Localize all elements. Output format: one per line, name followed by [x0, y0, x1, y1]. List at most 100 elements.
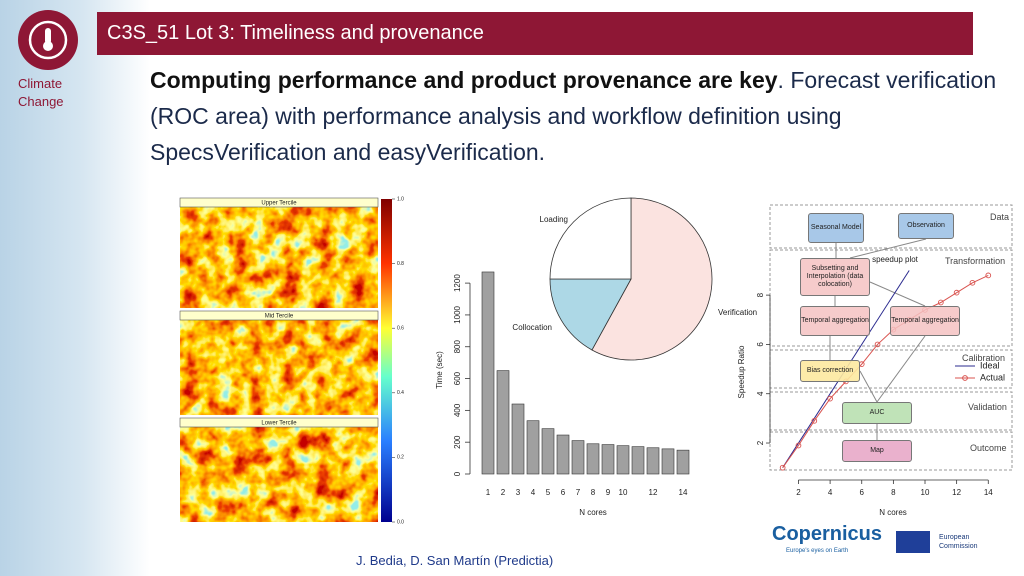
colorbar: [381, 199, 392, 522]
bar: [496, 370, 510, 475]
bar: [571, 440, 585, 475]
y-tick-label: 0: [453, 471, 462, 476]
panel-header: [179, 310, 379, 321]
arrow: [876, 335, 926, 403]
copernicus-logo: Copernicus: [772, 523, 883, 545]
workflow-node: Map: [842, 440, 912, 462]
y-tick-label: 8: [756, 292, 765, 297]
colorbar-tick-label: 0.4: [397, 390, 404, 396]
arrow: [859, 370, 878, 403]
x-tick-label: 2: [501, 488, 506, 497]
legend-marker: [962, 375, 968, 381]
ice-background: [0, 0, 150, 576]
series-point: [795, 442, 802, 449]
body-text: Computing performance and product proven…: [150, 62, 1010, 170]
heading-punct: .: [777, 67, 784, 93]
y-tick-label: 600: [453, 371, 462, 385]
frame-outcome: [769, 431, 1013, 471]
partner-logo: European Commission: [939, 534, 978, 550]
workflow-node: Temporal aggregation: [890, 306, 960, 336]
colorbar-tick-label: 0.2: [397, 455, 404, 461]
y-axis-label: Speedup Ratio: [737, 345, 746, 398]
map-panel: [179, 197, 379, 309]
bar: [646, 447, 660, 475]
logo-thermometer: [45, 28, 51, 44]
x-tick-label: 5: [546, 488, 551, 497]
x-tick-label: 6: [561, 488, 566, 497]
bar: [481, 271, 495, 475]
section-label: Outcome: [970, 443, 1007, 453]
map-panel: [179, 310, 379, 416]
colorbar-tick-label: 0.8: [397, 261, 404, 267]
legend-label: Ideal: [980, 360, 1000, 370]
panel-title: Lower Tercile: [261, 421, 297, 427]
bar: [676, 449, 690, 475]
frame-data: [769, 204, 1013, 249]
y-tick-label: 1000: [453, 305, 462, 323]
x-tick-label: 8: [591, 488, 596, 497]
body: Forecast verification (ROC area) with pe…: [150, 67, 997, 165]
series-point: [874, 341, 881, 348]
heading-bold: Computing performance and product proven…: [150, 67, 778, 93]
y-tick-label: 4: [756, 391, 765, 396]
bar: [556, 434, 570, 475]
series-point: [953, 289, 960, 296]
y-tick-label: 400: [453, 403, 462, 417]
arrow: [869, 281, 926, 307]
series-point: [937, 299, 944, 306]
series-point: [985, 272, 992, 279]
footer-authors: J. Bedia, D. San Martín (Predictia): [356, 553, 554, 568]
bar: [511, 403, 525, 475]
x-tick-label: 3: [516, 488, 521, 497]
x-tick-label: 4: [531, 488, 536, 497]
series-point: [779, 464, 786, 471]
x-tick-label: 7: [576, 488, 581, 497]
x-tick-label: 1: [486, 488, 491, 497]
series-point: [827, 395, 833, 402]
logo-ring: [28, 20, 68, 60]
bar: [586, 443, 600, 475]
pie-label: Collocation: [512, 323, 552, 332]
x-tick-label: 2: [796, 488, 801, 497]
panel-header: [179, 197, 379, 208]
pie-slice: [549, 278, 632, 351]
workflow-node: Temporal aggregation: [800, 306, 870, 336]
panel-title: Mid Tercile: [265, 314, 294, 320]
x-tick-label: 10: [921, 488, 930, 497]
brand-label: Climate Change: [18, 76, 64, 109]
pie-label: Loading: [540, 215, 568, 224]
series-line: [782, 274, 989, 468]
bar: [661, 448, 675, 475]
workflow-node: Observation: [898, 213, 954, 239]
copernicus-tagline: Europe's eyes on Earth: [786, 548, 849, 554]
series-point: [811, 417, 818, 424]
map-panel: [179, 417, 379, 523]
bar: [541, 428, 555, 475]
bar: [526, 420, 540, 475]
arrow: [849, 238, 927, 259]
workflow-node: Bias correction: [800, 360, 860, 382]
bar: [616, 445, 630, 475]
pie-slice: [549, 197, 632, 280]
x-tick-label: 12: [952, 488, 961, 497]
colorbar-tick-label: 1.0: [397, 196, 404, 202]
series-point: [969, 279, 976, 286]
eu-flag: [896, 531, 930, 553]
slide-title: C3S_51 Lot 3: Timeliness and provenance: [107, 22, 484, 44]
colorbar-tick-label: 0.0: [397, 519, 404, 525]
panel-header: [179, 417, 379, 428]
workflow-node: AUC: [842, 402, 912, 424]
y-tick-label: 2: [756, 440, 765, 445]
colorbar-tick-label: 0.6: [397, 326, 404, 332]
x-tick-label: 14: [679, 488, 688, 497]
x-tick-label: 4: [828, 488, 833, 497]
section-label: Data: [990, 212, 1010, 222]
x-axis-label: N cores: [579, 508, 607, 517]
workflow-node: Subsetting and Interpolation (data coloc…: [800, 258, 870, 296]
section-label: Transformation: [945, 256, 1006, 266]
diagram-arrows: [829, 238, 927, 440]
title-bar: C3S_51 Lot 3: Timeliness and provenance: [97, 12, 973, 55]
pie-slice: [591, 197, 713, 361]
